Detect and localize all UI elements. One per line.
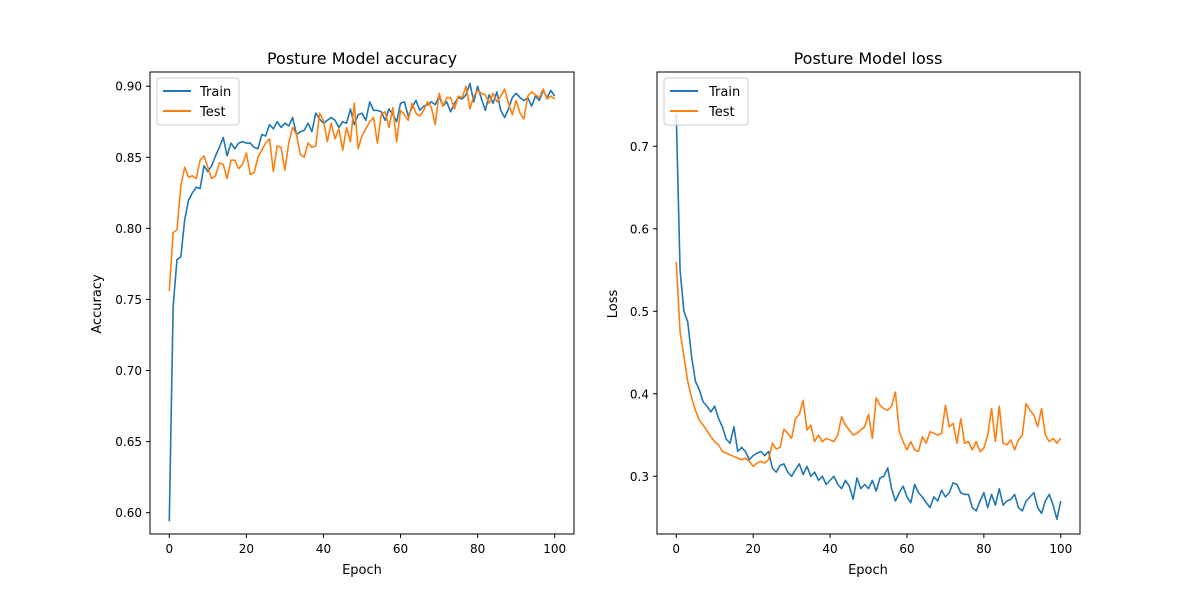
loss-chart-title: Posture Model loss: [794, 49, 943, 68]
loss-x-tick-label: 60: [899, 542, 914, 556]
accuracy-y-tick-label: 0.65: [115, 435, 142, 449]
loss-y-axis-label: Loss: [606, 290, 621, 319]
loss-x-tick-label: 0: [672, 542, 680, 556]
loss-test-line: [675, 261, 1062, 468]
accuracy-y-ticks: 0.60 0.65 0.70 0.75 0.80 0.85 0.90: [115, 80, 150, 520]
loss-y-tick-label: 0.7: [630, 140, 649, 154]
loss-plot-frame: [656, 71, 1081, 535]
accuracy-legend: Train Test: [156, 77, 240, 126]
accuracy-plot-frame: [149, 71, 575, 535]
loss-x-tick-label: 40: [822, 542, 837, 556]
loss-y-tick-label: 0.6: [630, 222, 649, 236]
accuracy-legend-box: [156, 77, 240, 126]
accuracy-chart: Posture Model accuracy Epoch Accuracy 0 2…: [90, 49, 575, 578]
loss-chart: Posture Model loss Epoch Loss 0 20 40 60 80 1…: [606, 49, 1081, 578]
accuracy-x-tick-label: 20: [239, 542, 254, 556]
loss-series-lines: [675, 113, 1062, 520]
loss-y-tick-label: 0.4: [630, 387, 649, 401]
accuracy-series-lines: [168, 82, 556, 522]
loss-x-ticks: 0 20 40 60 80 100: [672, 534, 1072, 556]
accuracy-y-tick-label: 0.80: [115, 222, 142, 236]
loss-legend-box: [663, 77, 749, 126]
accuracy-x-tick-label: 100: [543, 542, 566, 556]
loss-x-axis-label: Epoch: [848, 563, 888, 578]
accuracy-y-tick-label: 0.85: [115, 151, 142, 165]
loss-x-tick-label: 20: [745, 542, 760, 556]
loss-legend: Train Test: [663, 77, 749, 126]
loss-x-tick-label: 100: [1049, 542, 1072, 556]
loss-legend-train-label: Train: [708, 85, 740, 100]
loss-legend-test-label: Test: [708, 105, 735, 120]
accuracy-test-line: [168, 85, 556, 291]
loss-x-tick-label: 80: [976, 542, 991, 556]
accuracy-chart-title: Posture Model accuracy: [267, 49, 457, 68]
loss-y-ticks: 0.3 0.4 0.5 0.6 0.7: [630, 140, 657, 484]
accuracy-x-axis-label: Epoch: [342, 563, 382, 578]
accuracy-x-ticks: 0 20 40 60 80 100: [165, 534, 566, 556]
accuracy-train-line: [168, 82, 556, 522]
accuracy-legend-train-label: Train: [199, 85, 231, 100]
accuracy-legend-test-label: Test: [199, 105, 226, 120]
loss-y-tick-label: 0.3: [630, 470, 649, 484]
accuracy-y-tick-label: 0.60: [115, 506, 142, 520]
accuracy-x-tick-label: 80: [470, 542, 485, 556]
accuracy-y-axis-label: Accuracy: [90, 274, 105, 334]
loss-train-line: [675, 113, 1062, 520]
accuracy-y-tick-label: 0.90: [115, 80, 142, 94]
loss-y-tick-label: 0.5: [630, 305, 649, 319]
accuracy-y-tick-label: 0.70: [115, 364, 142, 378]
accuracy-y-tick-label: 0.75: [115, 293, 142, 307]
accuracy-x-tick-label: 60: [393, 542, 408, 556]
accuracy-x-tick-label: 40: [316, 542, 331, 556]
accuracy-x-tick-label: 0: [165, 542, 173, 556]
